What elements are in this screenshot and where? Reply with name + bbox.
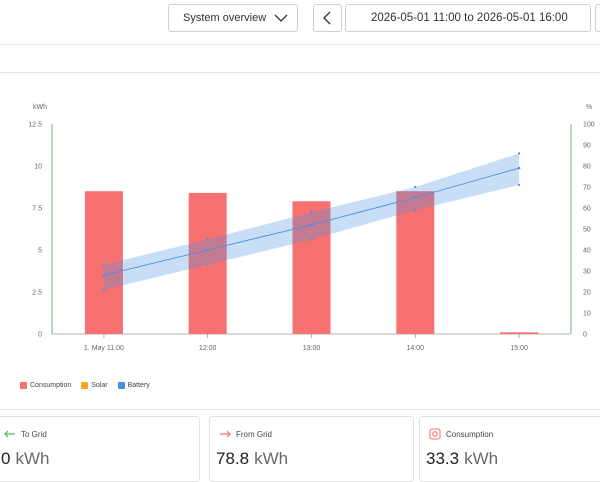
y-tick-label-left: 2.5 — [32, 290, 42, 297]
y-tick-label-right: 100 — [583, 122, 595, 129]
card-consumption[interactable]: Consumption 33.3 kWh — [419, 416, 600, 482]
y-tick-label-right: 40 — [583, 248, 591, 255]
battery-band-low-point — [102, 288, 105, 291]
card-title: To Grid — [21, 430, 47, 439]
battery-point — [206, 248, 209, 252]
card-value: 33.3 kWh — [426, 449, 498, 469]
y-tick-label-left: 10 — [34, 164, 42, 171]
card-from-grid[interactable]: From Grid 78.8 kWh — [209, 416, 414, 482]
x-tick-label: 13:00 — [303, 345, 321, 352]
battery-band-low-point — [518, 183, 521, 186]
battery-point — [517, 166, 521, 170]
y-axis-left-label: kWh — [33, 104, 47, 111]
battery-band-high-point — [310, 211, 313, 214]
card-title: Consumption — [446, 430, 494, 439]
y-tick-label-right: 0 — [583, 332, 587, 339]
x-tick-label: 1. May 11:00 — [84, 345, 124, 352]
y-tick-label-right: 80 — [583, 164, 591, 171]
card-value-unit: kWh — [254, 449, 289, 468]
divider — [0, 72, 600, 73]
bar-consumption — [500, 332, 539, 334]
card-value: 78.8 kWh — [216, 449, 288, 469]
battery-band-low-point — [414, 209, 417, 212]
legend-label: Solar — [91, 381, 108, 389]
legend-swatch — [117, 381, 125, 389]
card-value-number: 33.3 — [426, 449, 460, 468]
y-tick-label-right: 10 — [583, 311, 591, 318]
y-tick-label-right: 20 — [583, 290, 591, 297]
legend-swatch — [81, 381, 89, 389]
date-range-picker[interactable]: 2026-05-01 11:00 to 2026-05-01 16:00 — [345, 4, 591, 32]
legend-label: Consumption — [30, 381, 72, 389]
legend-item-battery[interactable]: Battery — [117, 381, 150, 389]
legend-label: Battery — [127, 381, 150, 389]
y-tick-label-right: 90 — [583, 143, 591, 150]
card-value-number: 78.8 — [216, 449, 250, 468]
battery-point — [310, 223, 313, 227]
y-tick-label-left: 12.5 — [28, 122, 42, 129]
card-value-unit: kWh — [464, 449, 499, 468]
bar-consumption — [292, 201, 331, 334]
battery-point — [414, 196, 417, 199]
arrow-left-icon — [4, 430, 15, 438]
divider — [0, 44, 600, 45]
battery-point — [102, 273, 106, 277]
previous-period-button[interactable] — [313, 4, 342, 32]
legend-swatch — [20, 381, 27, 389]
battery-band-high-point — [206, 238, 209, 241]
legend-item-consumption[interactable]: Consumption — [20, 381, 72, 389]
chevron-down-icon — [274, 14, 288, 22]
y-axis-right-label: % — [586, 104, 592, 111]
bar-consumption — [84, 191, 123, 334]
top-toolbar: System overview 2026-05-01 11:00 to 2026… — [0, 0, 600, 44]
card-title: From Grid — [236, 430, 272, 439]
card-value-number: 0 — [1, 449, 11, 468]
battery-band-low-point — [206, 263, 209, 266]
card-value: 0 kWh — [1, 449, 49, 469]
view-select-value: System overview — [183, 12, 267, 24]
y-tick-label-right: 70 — [583, 185, 591, 192]
x-tick-label: 15:00 — [510, 345, 528, 352]
consumption-icon — [429, 428, 441, 440]
x-tick-label: 12:00 — [199, 345, 217, 352]
y-tick-label-left: 5 — [38, 248, 42, 255]
date-range-text: 2026-05-01 11:00 to 2026-05-01 16:00 — [371, 12, 568, 24]
chevron-left-icon — [323, 11, 331, 25]
view-select[interactable]: System overview — [168, 4, 298, 32]
arrow-right-icon — [220, 430, 231, 438]
battery-band-low-point — [310, 238, 313, 241]
chart-legend: Consumption Solar Battery — [20, 379, 150, 391]
card-value-unit: kWh — [15, 449, 50, 468]
divider — [0, 409, 600, 410]
legend-item-solar[interactable]: Solar — [81, 381, 108, 389]
energy-chart: kWh % 0 2.5 5 7.5 10 12.5 0 10 20 30 40 50 60 70 80 90 100… — [28, 104, 595, 352]
y-tick-label-right: 60 — [583, 206, 591, 213]
bar-consumption — [188, 192, 227, 334]
battery-band-high-point — [518, 152, 521, 155]
y-tick-label-right: 50 — [583, 227, 591, 234]
card-to-grid[interactable]: To Grid 0 kWh — [0, 416, 200, 482]
bar-consumption — [396, 191, 435, 334]
y-tick-label-right: 30 — [583, 269, 591, 276]
y-tick-label-left: 7.5 — [32, 206, 42, 213]
y-tick-label-left: 0 — [38, 332, 42, 339]
x-tick-label: 14:00 — [407, 345, 425, 352]
battery-band-high-point — [414, 185, 417, 189]
battery-band-high-point — [102, 263, 105, 266]
next-period-button[interactable] — [595, 4, 600, 32]
